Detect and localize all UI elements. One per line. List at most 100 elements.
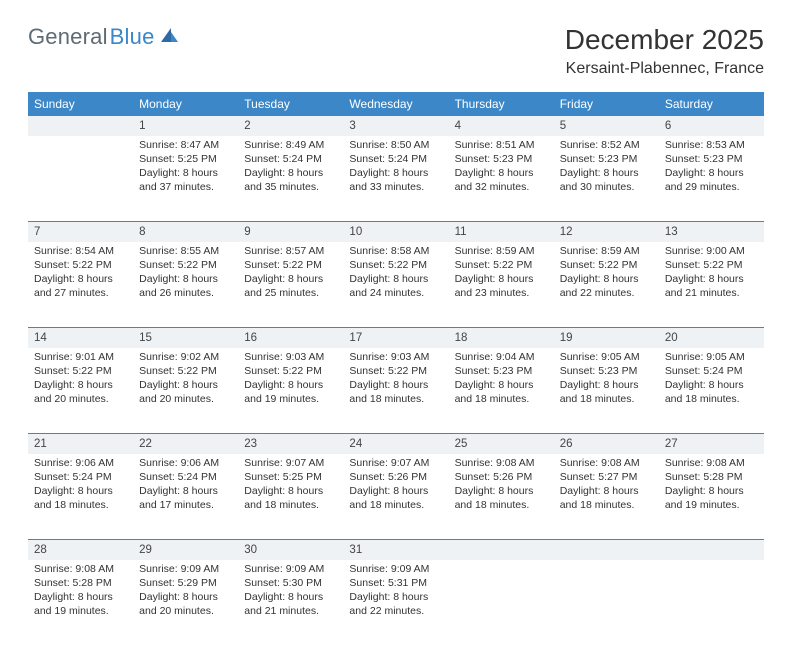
day-body-cell: Sunrise: 9:06 AMSunset: 5:24 PMDaylight:… <box>28 454 133 540</box>
calendar-page: GeneralBlue December 2025 Kersaint-Plabe… <box>0 0 792 662</box>
weekday-header-row: Sunday Monday Tuesday Wednesday Thursday… <box>28 92 764 116</box>
daylight-line: Daylight: 8 hours and 18 minutes. <box>665 378 758 406</box>
daylight-line: Daylight: 8 hours and 26 minutes. <box>139 272 232 300</box>
day-details: Sunrise: 8:59 AMSunset: 5:22 PMDaylight:… <box>449 242 554 305</box>
day-details: Sunrise: 9:09 AMSunset: 5:31 PMDaylight:… <box>343 560 448 623</box>
day-details: Sunrise: 8:53 AMSunset: 5:23 PMDaylight:… <box>659 136 764 199</box>
sunset-line: Sunset: 5:22 PM <box>665 258 758 272</box>
day-details: Sunrise: 9:08 AMSunset: 5:28 PMDaylight:… <box>28 560 133 623</box>
day-body-cell: Sunrise: 8:55 AMSunset: 5:22 PMDaylight:… <box>133 242 238 328</box>
day-number-cell: 15 <box>133 328 238 348</box>
day-content-row: Sunrise: 8:54 AMSunset: 5:22 PMDaylight:… <box>28 242 764 328</box>
day-body-cell: Sunrise: 9:08 AMSunset: 5:28 PMDaylight:… <box>659 454 764 540</box>
sunrise-line: Sunrise: 8:50 AM <box>349 138 442 152</box>
sunrise-line: Sunrise: 8:57 AM <box>244 244 337 258</box>
sunrise-line: Sunrise: 8:52 AM <box>560 138 653 152</box>
day-details: Sunrise: 9:08 AMSunset: 5:28 PMDaylight:… <box>659 454 764 517</box>
day-number-cell: 18 <box>449 328 554 348</box>
day-details: Sunrise: 8:47 AMSunset: 5:25 PMDaylight:… <box>133 136 238 199</box>
daylight-line: Daylight: 8 hours and 33 minutes. <box>349 166 442 194</box>
day-number-cell: 29 <box>133 540 238 560</box>
weekday-header: Wednesday <box>343 92 448 116</box>
sunset-line: Sunset: 5:22 PM <box>139 364 232 378</box>
daylight-line: Daylight: 8 hours and 22 minutes. <box>560 272 653 300</box>
daylight-line: Daylight: 8 hours and 27 minutes. <box>34 272 127 300</box>
day-number-cell: 13 <box>659 222 764 242</box>
sunrise-line: Sunrise: 8:47 AM <box>139 138 232 152</box>
sunset-line: Sunset: 5:24 PM <box>349 152 442 166</box>
sunrise-line: Sunrise: 9:03 AM <box>349 350 442 364</box>
daylight-line: Daylight: 8 hours and 18 minutes. <box>560 484 653 512</box>
sunset-line: Sunset: 5:22 PM <box>244 258 337 272</box>
day-number-cell <box>449 540 554 560</box>
sunset-line: Sunset: 5:24 PM <box>139 470 232 484</box>
sunrise-line: Sunrise: 8:55 AM <box>139 244 232 258</box>
day-details: Sunrise: 9:08 AMSunset: 5:27 PMDaylight:… <box>554 454 659 517</box>
day-number-cell: 7 <box>28 222 133 242</box>
day-details: Sunrise: 9:00 AMSunset: 5:22 PMDaylight:… <box>659 242 764 305</box>
sunrise-line: Sunrise: 9:01 AM <box>34 350 127 364</box>
day-details: Sunrise: 8:49 AMSunset: 5:24 PMDaylight:… <box>238 136 343 199</box>
sunrise-line: Sunrise: 9:00 AM <box>665 244 758 258</box>
sunset-line: Sunset: 5:28 PM <box>34 576 127 590</box>
day-body-cell: Sunrise: 9:08 AMSunset: 5:27 PMDaylight:… <box>554 454 659 540</box>
day-body-cell: Sunrise: 8:49 AMSunset: 5:24 PMDaylight:… <box>238 136 343 222</box>
day-body-cell: Sunrise: 9:07 AMSunset: 5:25 PMDaylight:… <box>238 454 343 540</box>
calendar-body: 123456Sunrise: 8:47 AMSunset: 5:25 PMDay… <box>28 116 764 646</box>
day-body-cell <box>28 136 133 222</box>
weekday-header: Saturday <box>659 92 764 116</box>
sunset-line: Sunset: 5:22 PM <box>560 258 653 272</box>
day-details: Sunrise: 9:04 AMSunset: 5:23 PMDaylight:… <box>449 348 554 411</box>
sunset-line: Sunset: 5:24 PM <box>34 470 127 484</box>
sunrise-line: Sunrise: 8:53 AM <box>665 138 758 152</box>
day-details: Sunrise: 8:54 AMSunset: 5:22 PMDaylight:… <box>28 242 133 305</box>
sunset-line: Sunset: 5:22 PM <box>244 364 337 378</box>
day-number-cell: 5 <box>554 116 659 136</box>
weekday-header: Thursday <box>449 92 554 116</box>
day-number-cell: 10 <box>343 222 448 242</box>
day-number-cell: 12 <box>554 222 659 242</box>
day-body-cell: Sunrise: 9:08 AMSunset: 5:26 PMDaylight:… <box>449 454 554 540</box>
daylight-line: Daylight: 8 hours and 35 minutes. <box>244 166 337 194</box>
day-number-cell <box>659 540 764 560</box>
logo: GeneralBlue <box>28 24 179 50</box>
day-body-cell: Sunrise: 9:07 AMSunset: 5:26 PMDaylight:… <box>343 454 448 540</box>
sunrise-line: Sunrise: 8:51 AM <box>455 138 548 152</box>
sunrise-line: Sunrise: 8:49 AM <box>244 138 337 152</box>
sunset-line: Sunset: 5:23 PM <box>455 364 548 378</box>
sunset-line: Sunset: 5:22 PM <box>34 364 127 378</box>
weekday-header: Friday <box>554 92 659 116</box>
logo-text-blue: Blue <box>110 24 155 50</box>
sunrise-line: Sunrise: 9:07 AM <box>244 456 337 470</box>
daylight-line: Daylight: 8 hours and 20 minutes. <box>139 590 232 618</box>
day-number-cell: 20 <box>659 328 764 348</box>
day-details: Sunrise: 9:05 AMSunset: 5:24 PMDaylight:… <box>659 348 764 411</box>
day-number-cell: 27 <box>659 434 764 454</box>
day-body-cell: Sunrise: 8:59 AMSunset: 5:22 PMDaylight:… <box>449 242 554 328</box>
day-details: Sunrise: 9:01 AMSunset: 5:22 PMDaylight:… <box>28 348 133 411</box>
day-number-cell: 8 <box>133 222 238 242</box>
day-details: Sunrise: 8:50 AMSunset: 5:24 PMDaylight:… <box>343 136 448 199</box>
sunrise-line: Sunrise: 8:58 AM <box>349 244 442 258</box>
day-details: Sunrise: 8:52 AMSunset: 5:23 PMDaylight:… <box>554 136 659 199</box>
sunset-line: Sunset: 5:24 PM <box>244 152 337 166</box>
day-body-cell: Sunrise: 9:09 AMSunset: 5:31 PMDaylight:… <box>343 560 448 646</box>
daylight-line: Daylight: 8 hours and 18 minutes. <box>34 484 127 512</box>
daylight-line: Daylight: 8 hours and 19 minutes. <box>244 378 337 406</box>
sunset-line: Sunset: 5:24 PM <box>665 364 758 378</box>
day-details: Sunrise: 8:58 AMSunset: 5:22 PMDaylight:… <box>343 242 448 305</box>
day-number-cell: 19 <box>554 328 659 348</box>
day-body-cell: Sunrise: 8:47 AMSunset: 5:25 PMDaylight:… <box>133 136 238 222</box>
day-details: Sunrise: 9:07 AMSunset: 5:26 PMDaylight:… <box>343 454 448 517</box>
daylight-line: Daylight: 8 hours and 25 minutes. <box>244 272 337 300</box>
day-details: Sunrise: 9:08 AMSunset: 5:26 PMDaylight:… <box>449 454 554 517</box>
logo-text-general: General <box>28 24 108 50</box>
day-body-cell: Sunrise: 8:58 AMSunset: 5:22 PMDaylight:… <box>343 242 448 328</box>
day-number-cell: 22 <box>133 434 238 454</box>
day-body-cell: Sunrise: 8:57 AMSunset: 5:22 PMDaylight:… <box>238 242 343 328</box>
day-content-row: Sunrise: 9:01 AMSunset: 5:22 PMDaylight:… <box>28 348 764 434</box>
day-body-cell: Sunrise: 9:09 AMSunset: 5:30 PMDaylight:… <box>238 560 343 646</box>
day-content-row: Sunrise: 9:06 AMSunset: 5:24 PMDaylight:… <box>28 454 764 540</box>
sunrise-line: Sunrise: 9:06 AM <box>34 456 127 470</box>
sunrise-line: Sunrise: 9:08 AM <box>665 456 758 470</box>
